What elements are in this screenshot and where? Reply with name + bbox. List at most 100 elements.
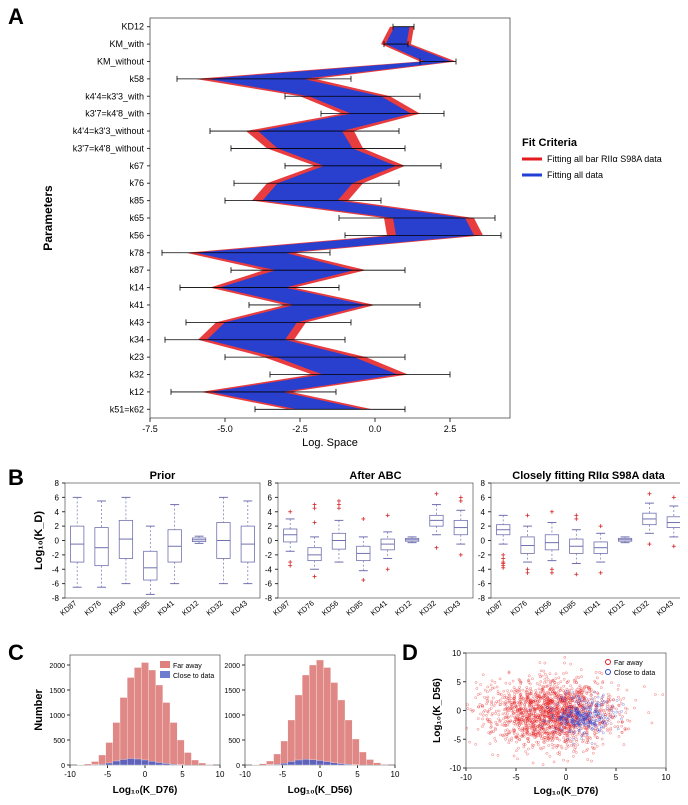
svg-text:-8: -8 xyxy=(478,594,486,603)
svg-text:10: 10 xyxy=(452,649,461,658)
svg-text:6: 6 xyxy=(55,493,60,502)
svg-text:5: 5 xyxy=(355,770,360,779)
svg-text:KM_with: KM_with xyxy=(109,39,144,49)
svg-text:1000: 1000 xyxy=(224,713,240,720)
svg-text:0: 0 xyxy=(318,770,323,779)
svg-text:-10: -10 xyxy=(239,770,251,779)
svg-text:-10: -10 xyxy=(64,770,76,779)
svg-text:10: 10 xyxy=(662,773,671,782)
svg-text:k76: k76 xyxy=(129,178,144,188)
svg-text:KD43: KD43 xyxy=(229,599,249,618)
svg-text:5: 5 xyxy=(614,773,619,782)
svg-text:-8: -8 xyxy=(265,594,273,603)
panel-label-a: A xyxy=(8,4,24,30)
svg-text:-5.0: -5.0 xyxy=(217,424,233,434)
svg-text:k85: k85 xyxy=(129,196,144,206)
svg-text:2.5: 2.5 xyxy=(444,424,457,434)
svg-text:KD56: KD56 xyxy=(320,599,340,618)
svg-text:KD41: KD41 xyxy=(369,599,389,618)
svg-text:Close to data: Close to data xyxy=(614,670,655,677)
svg-text:k51=k62: k51=k62 xyxy=(110,404,144,414)
svg-text:KD87: KD87 xyxy=(271,599,291,618)
svg-text:k87: k87 xyxy=(129,265,144,275)
svg-text:6: 6 xyxy=(268,493,273,502)
svg-text:Fitting all data: Fitting all data xyxy=(547,170,603,180)
svg-text:-8: -8 xyxy=(52,594,60,603)
panel-label-b: B xyxy=(8,465,24,491)
svg-text:Fit Criteria: Fit Criteria xyxy=(522,137,578,149)
svg-text:0: 0 xyxy=(61,763,65,770)
svg-text:KD56: KD56 xyxy=(533,599,553,618)
svg-text:0: 0 xyxy=(457,707,462,716)
svg-text:0: 0 xyxy=(268,537,273,546)
svg-text:-5: -5 xyxy=(512,773,520,782)
svg-text:-2: -2 xyxy=(52,551,60,560)
svg-text:-2: -2 xyxy=(478,551,486,560)
svg-text:KD32: KD32 xyxy=(205,599,225,618)
svg-text:10: 10 xyxy=(216,770,225,779)
svg-text:-10: -10 xyxy=(449,764,461,773)
svg-text:-6: -6 xyxy=(478,580,486,589)
svg-text:-10: -10 xyxy=(460,773,472,782)
svg-text:-6: -6 xyxy=(52,580,60,589)
svg-text:-6: -6 xyxy=(265,580,273,589)
svg-text:KD76: KD76 xyxy=(83,599,103,618)
svg-text:k58: k58 xyxy=(129,74,144,84)
svg-text:0: 0 xyxy=(143,770,148,779)
svg-text:KD85: KD85 xyxy=(344,599,364,618)
svg-text:1500: 1500 xyxy=(49,688,65,695)
svg-text:-4: -4 xyxy=(52,565,60,574)
panel-d: -10-50510-10-50510Log₁₀(K_D76)Log₁₀(K_D5… xyxy=(430,645,675,800)
svg-text:KD87: KD87 xyxy=(58,599,78,618)
svg-text:0: 0 xyxy=(481,537,486,546)
svg-text:Log₁₀(K_D): Log₁₀(K_D) xyxy=(33,511,45,570)
panel-a: -7.5-5.0-2.50.02.5Log. SpaceKD12KM_withK… xyxy=(35,10,675,460)
svg-text:-5: -5 xyxy=(454,735,462,744)
svg-text:k14: k14 xyxy=(129,283,144,293)
svg-text:k43: k43 xyxy=(129,317,144,327)
svg-text:KD32: KD32 xyxy=(418,599,438,618)
svg-text:-4: -4 xyxy=(265,565,273,574)
svg-text:KD85: KD85 xyxy=(557,599,577,618)
svg-text:-7.5: -7.5 xyxy=(142,424,158,434)
svg-text:KD85: KD85 xyxy=(131,599,151,618)
panel-c: Number-10-505100500100015002000Log₁₀(K_D… xyxy=(30,645,400,800)
panel-b: Log₁₀(K_D)Prior-8-6-4-202468KD87KD76KD56… xyxy=(30,468,680,638)
svg-text:k23: k23 xyxy=(129,352,144,362)
svg-text:KD43: KD43 xyxy=(442,599,462,618)
svg-text:Close to data: Close to data xyxy=(173,673,214,680)
svg-text:Log. Space: Log. Space xyxy=(302,437,358,449)
svg-text:KM_without: KM_without xyxy=(97,56,145,66)
svg-text:2000: 2000 xyxy=(224,663,240,670)
svg-text:500: 500 xyxy=(228,738,240,745)
svg-text:-2.5: -2.5 xyxy=(292,424,308,434)
svg-text:k78: k78 xyxy=(129,248,144,258)
svg-text:k56: k56 xyxy=(129,230,144,240)
svg-text:KD41: KD41 xyxy=(156,599,176,618)
svg-text:Number: Number xyxy=(33,689,45,731)
svg-text:Prior: Prior xyxy=(150,470,176,482)
svg-text:2000: 2000 xyxy=(49,663,65,670)
svg-text:2: 2 xyxy=(268,522,273,531)
svg-text:k12: k12 xyxy=(129,387,144,397)
figure-root: A B C D -7.5-5.0-2.50.02.5Log. SpaceKD12… xyxy=(0,0,688,805)
svg-text:k41: k41 xyxy=(129,300,144,310)
svg-text:KD12: KD12 xyxy=(121,22,144,32)
svg-text:k4'4=k3'3_without: k4'4=k3'3_without xyxy=(73,126,145,136)
svg-text:8: 8 xyxy=(55,479,60,488)
svg-text:1000: 1000 xyxy=(49,713,65,720)
svg-text:k32: k32 xyxy=(129,370,144,380)
svg-text:Parameters: Parameters xyxy=(41,185,55,251)
svg-text:Closely fitting RIIα S98A data: Closely fitting RIIα S98A data xyxy=(512,470,665,482)
svg-text:KD43: KD43 xyxy=(655,599,675,618)
svg-text:k3'7=k4'8_with: k3'7=k4'8_with xyxy=(85,109,144,119)
svg-text:-2: -2 xyxy=(265,551,273,560)
svg-text:0: 0 xyxy=(55,537,60,546)
svg-text:KD76: KD76 xyxy=(296,599,316,618)
svg-text:KD87: KD87 xyxy=(484,599,504,618)
panel-label-d: D xyxy=(402,640,418,666)
svg-text:10: 10 xyxy=(391,770,400,779)
svg-text:Far away: Far away xyxy=(173,663,202,670)
svg-text:KD12: KD12 xyxy=(180,599,200,618)
svg-text:KD56: KD56 xyxy=(107,599,127,618)
